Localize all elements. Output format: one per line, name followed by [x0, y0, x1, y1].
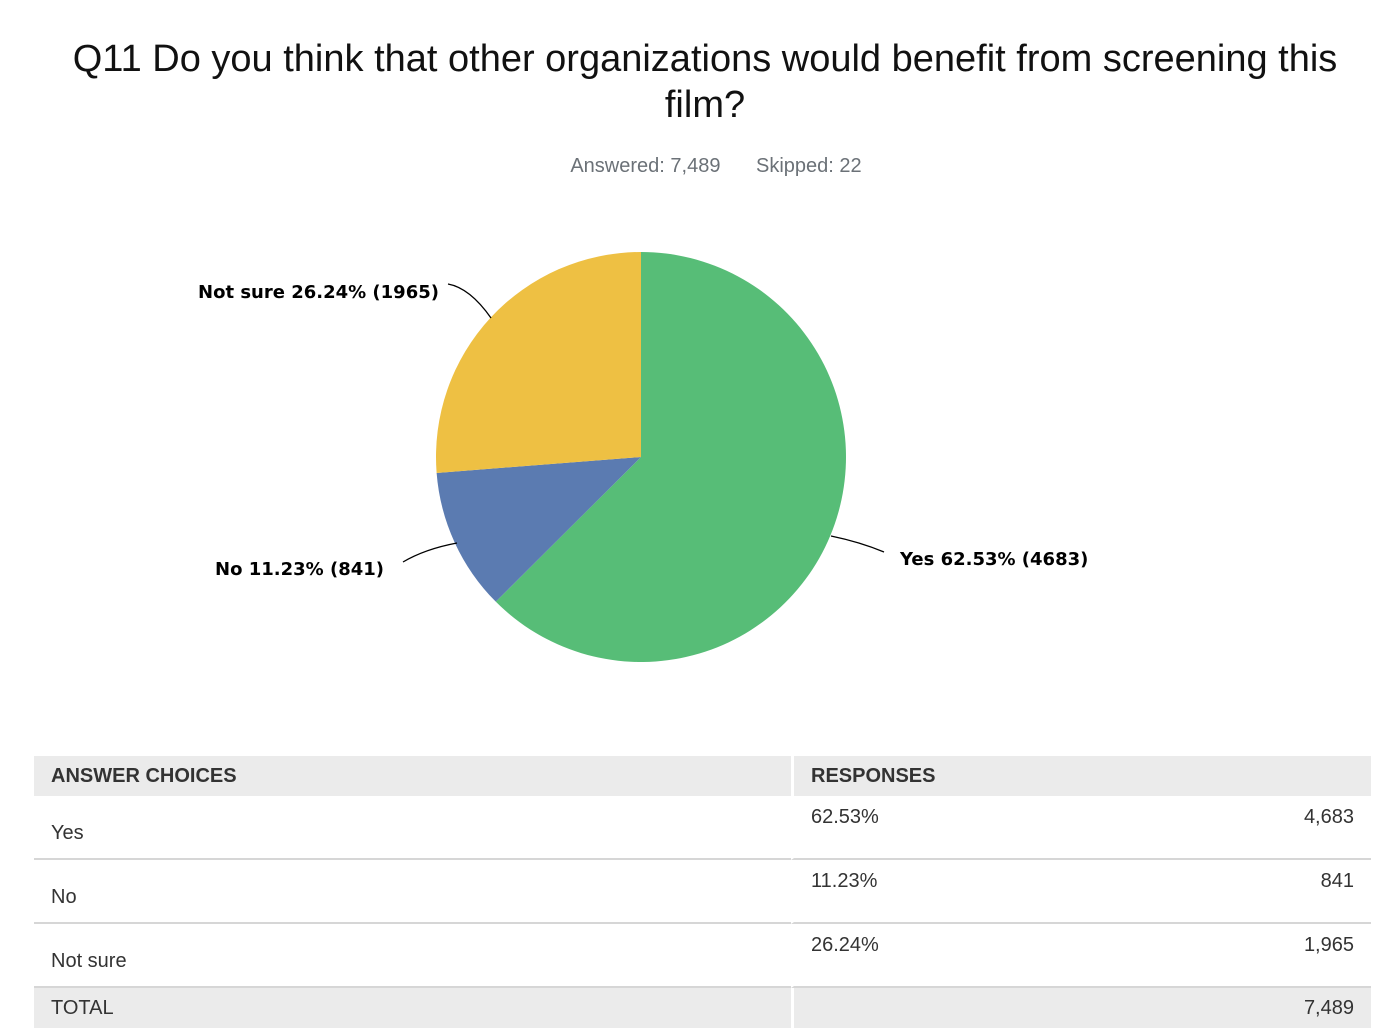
table-row: Not sure 26.24% 1,965: [34, 924, 1371, 988]
pie-slice-yes: [495, 252, 846, 662]
answered-count: Answered: 7,489: [570, 155, 721, 177]
leader-line: [447, 283, 492, 319]
choice-cell: No: [34, 860, 791, 924]
skipped-count: Skipped: 22: [756, 155, 862, 177]
leader-line: [402, 542, 458, 563]
percent-cell: 62.53%: [791, 796, 1113, 860]
responses-table: ANSWER CHOICES RESPONSES Yes 62.53% 4,68…: [34, 756, 1371, 1028]
count-cell: 4,683: [1112, 796, 1371, 860]
leader-line: [830, 535, 885, 553]
total-row: TOTAL 7,489: [34, 988, 1371, 1028]
pie-slice-no: [436, 457, 641, 602]
total-label: TOTAL: [34, 988, 791, 1028]
table-header-row: ANSWER CHOICES RESPONSES: [34, 756, 1371, 796]
percent-cell: 26.24%: [791, 924, 1113, 988]
table-row: No 11.23% 841: [34, 860, 1371, 924]
total-empty-cell: [791, 988, 1113, 1028]
question-title: Q11 Do you think that other organization…: [72, 38, 1338, 126]
responses-header: RESPONSES: [791, 756, 1371, 796]
table-row: Yes 62.53% 4,683: [34, 796, 1371, 860]
count-cell: 1,965: [1112, 924, 1371, 988]
count-cell: 841: [1112, 860, 1371, 924]
response-summary: Answered: 7,489 Skipped: 22: [0, 155, 1396, 178]
total-count: 7,489: [1112, 988, 1371, 1028]
slice-label-not-sure: Not sure 26.24% (1965): [198, 282, 439, 303]
percent-cell: 11.23%: [791, 860, 1113, 924]
slice-label-no: No 11.23% (841): [215, 559, 384, 580]
pie-slice-not-sure: [435, 252, 641, 473]
choice-cell: Yes: [34, 796, 791, 860]
slice-label-yes: Yes 62.53% (4683): [899, 549, 1088, 570]
pie-chart: Yes 62.53% (4683) No 11.23% (841) Not sure…: [198, 252, 1088, 662]
choice-cell: Not sure: [34, 924, 791, 988]
answer-choices-header: ANSWER CHOICES: [34, 756, 791, 796]
